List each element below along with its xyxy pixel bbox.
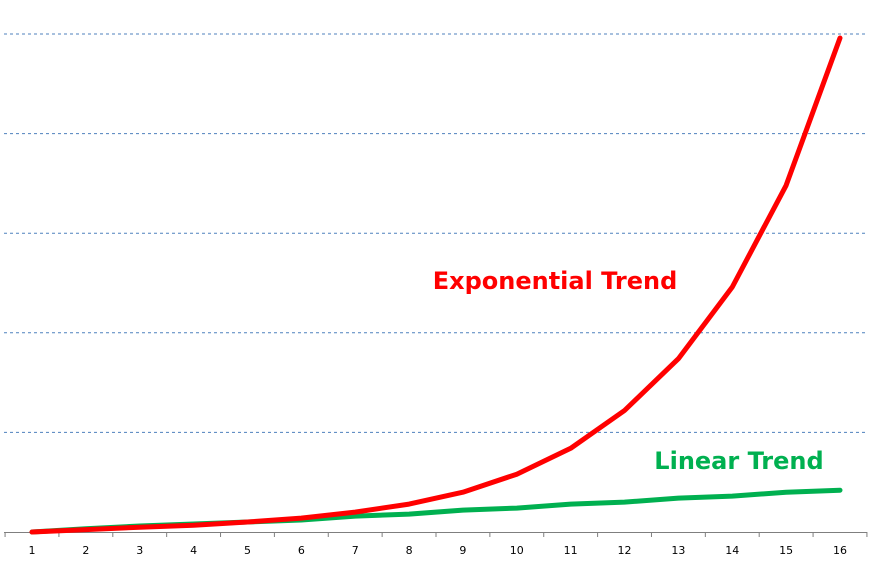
linear-trend-label: Linear Trend bbox=[654, 447, 823, 475]
x-tick-label: 14 bbox=[725, 544, 739, 557]
series-lines bbox=[29, 35, 843, 535]
x-tick-label: 8 bbox=[406, 544, 413, 557]
x-tick-label: 4 bbox=[190, 544, 197, 557]
x-tick-label: 5 bbox=[244, 544, 251, 557]
x-tick-label: 13 bbox=[671, 544, 685, 557]
exponential-trend-label: Exponential Trend bbox=[433, 267, 678, 295]
x-tick-label: 9 bbox=[459, 544, 466, 557]
x-tick-label: 10 bbox=[510, 544, 524, 557]
x-tick-label: 11 bbox=[564, 544, 578, 557]
x-tick-label: 15 bbox=[779, 544, 793, 557]
x-axis: 1 2 3 4 5 6 7 8 9 10 11 12 13 14 15 16 bbox=[4, 532, 868, 557]
exponential-trend-line bbox=[29, 35, 843, 535]
x-tick-label: 1 bbox=[29, 544, 36, 557]
x-tick-label: 7 bbox=[352, 544, 359, 557]
x-tick-label: 12 bbox=[618, 544, 632, 557]
x-tick-label: 16 bbox=[833, 544, 847, 557]
x-tick-label: 6 bbox=[298, 544, 305, 557]
series-labels: Exponential Trend Linear Trend bbox=[433, 267, 824, 475]
x-tick-label: 3 bbox=[136, 544, 143, 557]
gridlines bbox=[4, 33, 867, 433]
x-tick-label: 2 bbox=[82, 544, 89, 557]
